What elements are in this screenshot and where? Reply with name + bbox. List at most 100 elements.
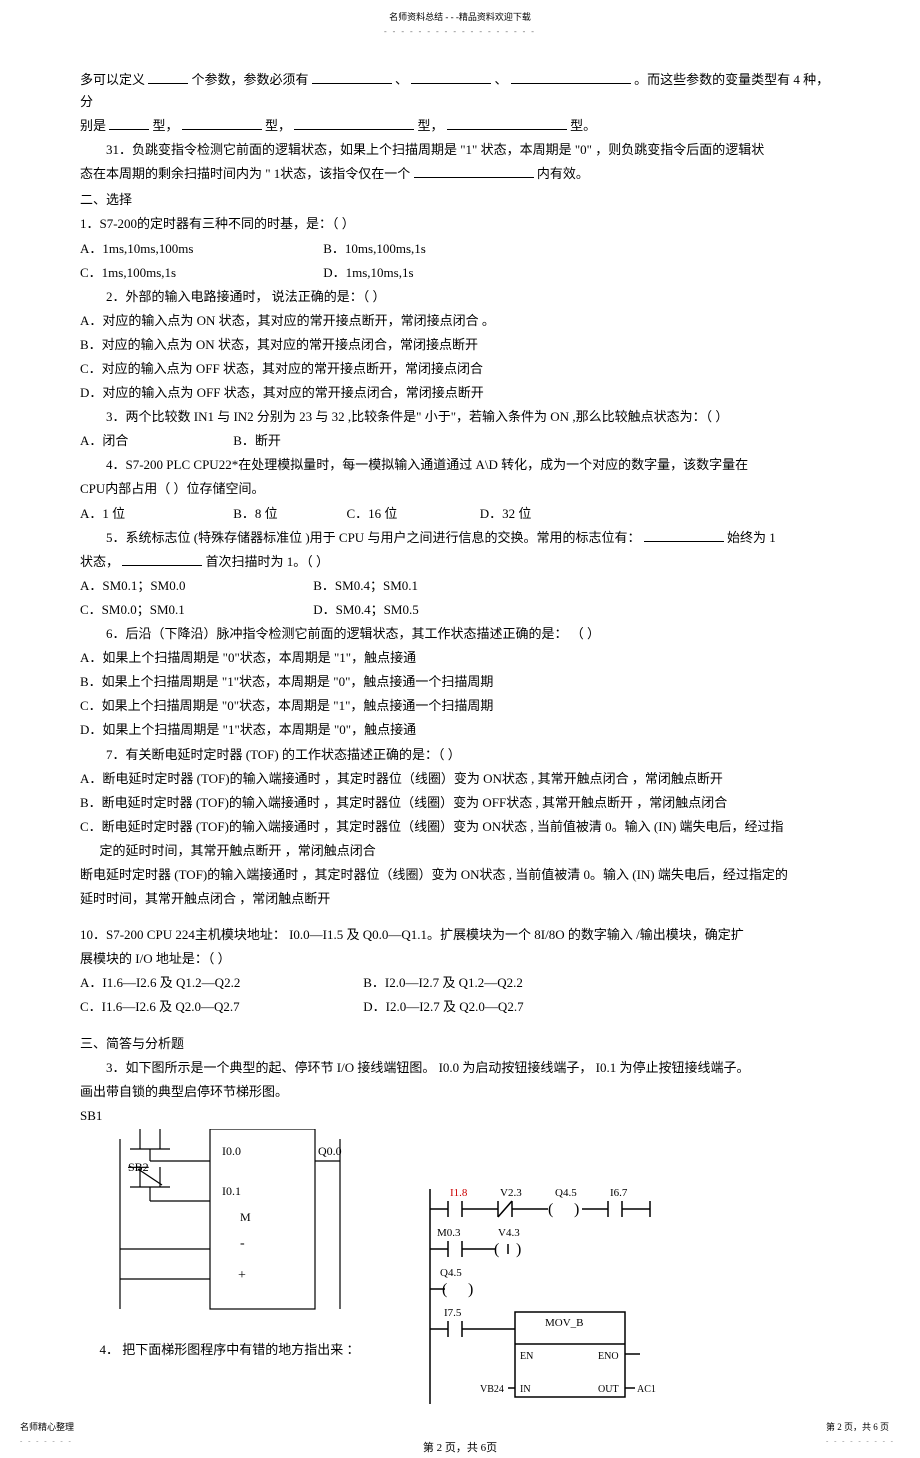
svg-text:(: ( [548,1201,553,1218]
i67-label: I6.7 [610,1187,628,1199]
blank [411,70,491,84]
q0-h: 型， [265,118,291,133]
q0-b: 个参数，参数必须有 [192,72,309,87]
mc5-c: C．SM0.0；SM0.1 [80,599,310,621]
mc5-line2: 状态， 首次扫描时为 1。（ ） [80,551,840,573]
q31-b: 态在本周期的剩余扫描时间内为 " 1状态，该指令仅在一个 [80,166,410,181]
mc10-qa: 10．S7-200 CPU 224主机模块地址： I0.0—I1.5 及 Q0.… [80,924,840,946]
mc3-row: A．闭合 B．断开 [80,430,840,452]
mc5-row2: C．SM0.0；SM0.1 D．SM0.4；SM0.5 [80,599,840,621]
mc6-c: C．如果上个扫描周期是 "0"状态，本周期是 "1"，触点接通一个扫描周期 [80,695,840,717]
vb24-label: VB24 [480,1384,504,1395]
v23-label: V2.3 [500,1187,522,1199]
mc10-row1: A．I1.6—I2.6 及 Q1.2—Q2.2 B．I2.0—I2.7 及 Q1… [80,972,840,994]
mc4-c: C．16 位 [347,503,477,525]
q45-2-label: Q4.5 [440,1267,462,1279]
svg-text:): ) [574,1201,579,1218]
mc7-a: A．断电延时定时器 (TOF)的输入端接通时 ，其定时器位（线圈）变为 ON状态… [80,768,840,790]
sb1-label: SB1 [80,1105,840,1127]
q3-3-a: 3．如下图所示是一个典型的起、停环节 I/O 接线端钮图。 I0.0 为启动按钮… [80,1057,840,1079]
blank [447,116,567,130]
q31-line2: 态在本周期的剩余扫描时间内为 " 1状态，该指令仅在一个 内有效。 [80,163,840,185]
i01-label: I0.1 [222,1184,241,1198]
mc2-a: A．对应的输入点为 ON 状态，其对应的常开接点断开，常闭接点闭合 。 [80,310,840,332]
m03-label: M0.3 [437,1227,461,1239]
footer-right-dash: - - - - - - - - - [826,1436,895,1448]
m-label: M [240,1210,251,1224]
mc10-c: C．I1.6—I2.6 及 Q2.0—Q2.7 [80,996,360,1018]
q45-label: Q4.5 [555,1187,577,1199]
mc4-b: B．8 位 [233,503,343,525]
diagram-row: SB2 I0.0 Q0.0 I0.1 M - + [80,1129,840,1409]
blank [414,164,534,178]
sb2-label: SB2 [128,1160,149,1174]
mc5-qd: 首次扫描时为 1。（ ） [206,554,330,569]
en-label: EN [520,1351,533,1362]
q0-line2: 别是 型， 型， 型， 型。 [80,115,840,137]
mc7-c: C．断电延时定时器 (TOF)的输入端接通时 ，其定时器位（线圈）变为 ON状态… [80,816,840,838]
q00-label: Q0.0 [318,1144,342,1158]
mc10-b: B．I2.0—I2.7 及 Q1.2—Q2.2 [363,975,523,990]
mc10-a: A．I1.6—I2.6 及 Q1.2—Q2.2 [80,972,360,994]
mc5-qc: 状态， [80,554,119,569]
blank [122,552,202,566]
mc4-row: A．1 位 B．8 位 C．16 位 D．32 位 [80,503,840,525]
mc6-b: B．如果上个扫描周期是 "1"状态，本周期是 "0"，触点接通一个扫描周期 [80,671,840,693]
mc10-row2: C．I1.6—I2.6 及 Q2.0—Q2.7 D．I2.0—I2.7 及 Q2… [80,996,840,1018]
mc4-qb: CPU内部占用（ ）位存储空间。 [80,478,840,500]
q3-3-b: 画出带自锁的典型启停环节梯形图。 [80,1081,840,1103]
q0-j: 型。 [570,118,596,133]
q0-a: 多可以定义 [80,72,145,87]
q31-line1: 31．负跳变指令检测它前面的逻辑状态，如果上个扫描周期是 "1" 状态，本周期是… [80,139,840,161]
movb-label: MOV_B [545,1317,584,1329]
ac1-label: AC1 [637,1384,656,1395]
io-diagram: SB2 I0.0 Q0.0 I0.1 M - + [80,1129,360,1319]
section2-title: 二、选择 [80,189,840,211]
ladder-diagram: I1.8 V2.3 Q4.5 I6.7 ( ) M0 [420,1184,680,1409]
mc5-qa: 5．系统标志位 (特殊存储器标准位 )用于 CPU 与用户之间进行信息的交换。常… [106,530,640,545]
plus-label: + [238,1268,246,1283]
mc4-d: D．32 位 [480,506,532,521]
mc5-a: A．SM0.1；SM0.0 [80,575,310,597]
blank [148,70,188,84]
mc1-b: B．10ms,100ms,1s [323,241,426,256]
page-number: 第 2 页，共 6页 [80,1439,840,1458]
blank [182,116,262,130]
mc2-q: 2．外部的输入电路接通时， 说法正确的是：（ ） [80,286,840,308]
out-label: OUT [598,1384,619,1395]
mc1-row1: A．1ms,10ms,100ms B．10ms,100ms,1s [80,238,840,260]
mc7-d: 断电延时定时器 (TOF)的输入端接通时 ，其定时器位（线圈）变为 ON状态 ,… [80,864,840,886]
mc1-row2: C．1ms,100ms,1s D．1ms,10ms,1s [80,262,840,284]
footer-left: 名师精心整理 - - - - - - - [20,1420,74,1447]
blank [644,528,724,542]
mc2-b: B．对应的输入点为 ON 状态，其对应的常开接点闭合，常闭接点断开 [80,334,840,356]
mc3-a: A．闭合 [80,430,230,452]
q0-d: 、 [495,72,508,87]
mc10-d: D．I2.0—I2.7 及 Q2.0—Q2.7 [363,999,523,1014]
blank [294,116,414,130]
section3-title: 三、简答与分析题 [80,1033,840,1055]
q0-f: 别是 [80,118,106,133]
mc5-row1: A．SM0.1；SM0.0 B．SM0.4；SM0.1 [80,575,840,597]
page-content: 多可以定义 个参数，参数必须有 、 、 。而这些参数的变量类型有 4 种，分 别… [0,69,920,1458]
blank [511,70,631,84]
minus-label: - [240,1236,245,1251]
mc3-q: 3．两个比较数 IN1 与 IN2 分别为 23 与 32 ,比较条件是" 小于… [80,406,840,428]
mc1-d: D．1ms,10ms,1s [323,265,413,280]
svg-text:(: ( [494,1241,499,1258]
mc6-a: A．如果上个扫描周期是 "0"状态，本周期是 "1"，触点接通 [80,647,840,669]
svg-text:): ) [468,1281,473,1298]
v43-label: V4.3 [498,1227,520,1239]
header-title: 名师资料总结 - - -精品资料欢迎下载 [0,0,920,25]
footer-left-dash: - - - - - - - [20,1436,74,1448]
mc7-q: 7．有关断电延时定时器 (TOF) 的工作状态描述正确的是：（ ） [80,744,840,766]
mc2-d: D．对应的输入点为 OFF 状态，其对应的常开接点闭合，常闭接点断开 [80,382,840,404]
eno-label: ENO [598,1351,619,1362]
mc7-d2: 延时时间，其常开触点闭合 ，常闭触点断开 [80,888,840,910]
q0-i: 型， [418,118,444,133]
mc1-q: 1．S7-200的定时器有三种不同的时基，是：（ ） [80,213,840,235]
mc7-b: B．断电延时定时器 (TOF)的输入端接通时 ，其定时器位（线圈）变为 OFF状… [80,792,840,814]
mc6-q: 6．后沿（下降沿）脉冲指令检测它前面的逻辑状态，其工作状态描述正确的是： （ ） [80,623,840,645]
mc10-qb: 展模块的 I/O 地址是：（ ） [80,948,840,970]
q31-c: 内有效。 [537,166,589,181]
